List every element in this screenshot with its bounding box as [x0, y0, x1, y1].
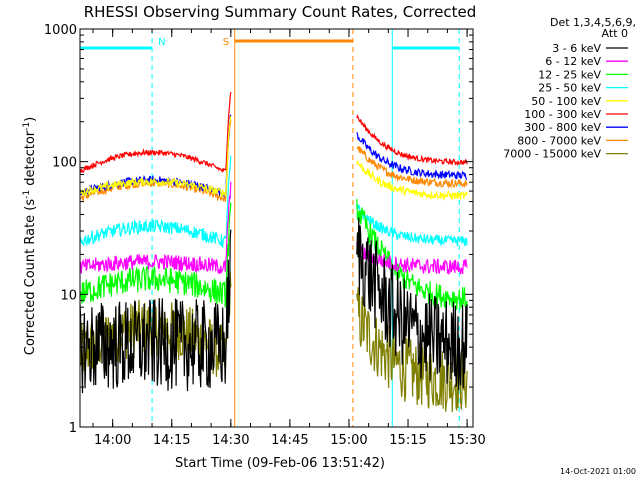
- series-line-post: [356, 217, 468, 390]
- legend-label: 25 - 50 keV: [538, 82, 601, 95]
- legend-label: 100 - 300 keV: [524, 108, 601, 121]
- series-line-post: [356, 146, 468, 189]
- legend-header-line2: Att 0: [602, 27, 628, 40]
- x-axis: 14:00 14:15 14:30 14:45 15:00 15:15 15:30: [92, 29, 486, 448]
- series-line-pre: [79, 114, 232, 198]
- series-line-pre: [79, 116, 232, 198]
- series-line-pre: [79, 92, 232, 174]
- legend-label: 800 - 7000 keV: [517, 134, 601, 147]
- legend-label: 50 - 100 keV: [531, 95, 601, 108]
- x-tick-label: 15:30: [448, 433, 485, 448]
- footer-timestamp: 14-Oct-2021 01:00: [560, 467, 636, 476]
- x-tick-label: 14:30: [212, 433, 249, 448]
- y-tick-label: 1000: [44, 23, 77, 38]
- plot-frame: [79, 28, 474, 428]
- marker-label-n: N: [158, 37, 165, 48]
- y-tick-label: 100: [52, 156, 77, 171]
- legend-label: 6 - 12 keV: [545, 55, 601, 68]
- series-line-pre: [79, 202, 232, 308]
- series-line-post: [356, 114, 468, 167]
- x-tick-label: 14:45: [271, 433, 308, 448]
- legend-label: 7000 - 15000 keV: [503, 148, 601, 161]
- y-tick-label: 10: [60, 288, 77, 303]
- x-tick-label: 15:00: [330, 433, 367, 448]
- series-line-post: [356, 132, 468, 180]
- x-tick-label: 14:15: [153, 433, 190, 448]
- x-axis-label: Start Time (09-Feb-06 13:51:42): [175, 456, 385, 471]
- marker-label-s: S: [223, 37, 229, 48]
- legend-header-line1: Det 1,3,4,5,6,9,: [550, 16, 636, 29]
- y-axis: 1 10 100 1000: [44, 23, 473, 436]
- series-line-post: [356, 198, 468, 310]
- series-line-pre: [79, 155, 232, 249]
- series-line-pre: [79, 181, 232, 275]
- legend-label: 12 - 25 keV: [538, 68, 601, 81]
- legend-label: 3 - 6 keV: [552, 42, 601, 55]
- series-line-post: [356, 204, 468, 247]
- chart-title: RHESSI Observing Summary Count Rates, Co…: [84, 3, 477, 21]
- series-line-post: [356, 160, 468, 201]
- series-line-pre: [79, 229, 232, 394]
- series-line-post: [356, 287, 468, 413]
- series-layer: [79, 92, 468, 413]
- x-tick-label: 15:15: [389, 433, 426, 448]
- y-axis-label: Corrected Count Rate (s-1 detector-1): [22, 117, 38, 355]
- legend-label: 300 - 800 keV: [524, 121, 601, 134]
- y-tick-label: 1: [69, 421, 77, 436]
- x-tick-label: 14:00: [94, 433, 131, 448]
